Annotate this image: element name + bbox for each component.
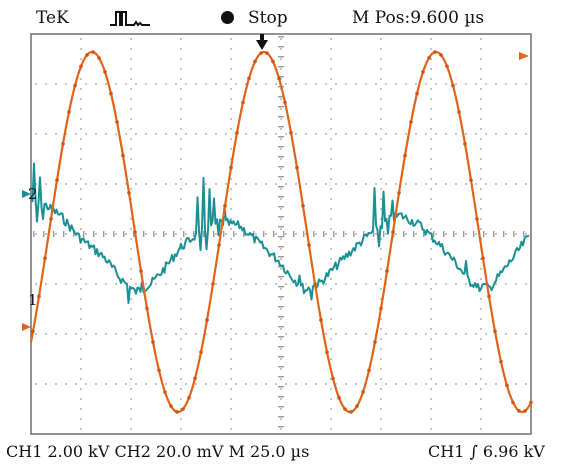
run-state-indicator <box>221 11 234 24</box>
ch2-trace <box>30 162 530 304</box>
pulse-trigger-icon <box>110 11 150 27</box>
trigger-position-marker <box>256 40 268 50</box>
brand-label: TeK <box>36 8 69 28</box>
status-bar: TeK Stop M Pos:9.600 µs <box>0 0 570 32</box>
channel-info-bar: CH1 2.00 kV CH2 20.0 mV M 25.0 µs CH1 ∫ … <box>0 442 570 464</box>
graticule-grid <box>33 36 527 430</box>
run-state-label: Stop <box>248 8 288 28</box>
horizontal-position-readout: M Pos:9.600 µs <box>352 8 485 28</box>
ch1-trace <box>29 50 532 414</box>
ch1-marker-label: 1 <box>28 291 38 309</box>
trigger-level-readout: CH1 ∫ 6.96 kV <box>428 442 545 461</box>
ch2-ground-arrow <box>22 190 31 198</box>
trigger-position-stem <box>260 34 264 42</box>
ch2-marker-label: 2 <box>28 185 38 203</box>
ch1-ground-arrow <box>22 323 31 331</box>
trigger-level-marker <box>519 52 529 60</box>
ch1-sample-dots <box>31 50 533 414</box>
channel-settings-readout: CH1 2.00 kV CH2 20.0 mV M 25.0 µs <box>6 442 310 461</box>
